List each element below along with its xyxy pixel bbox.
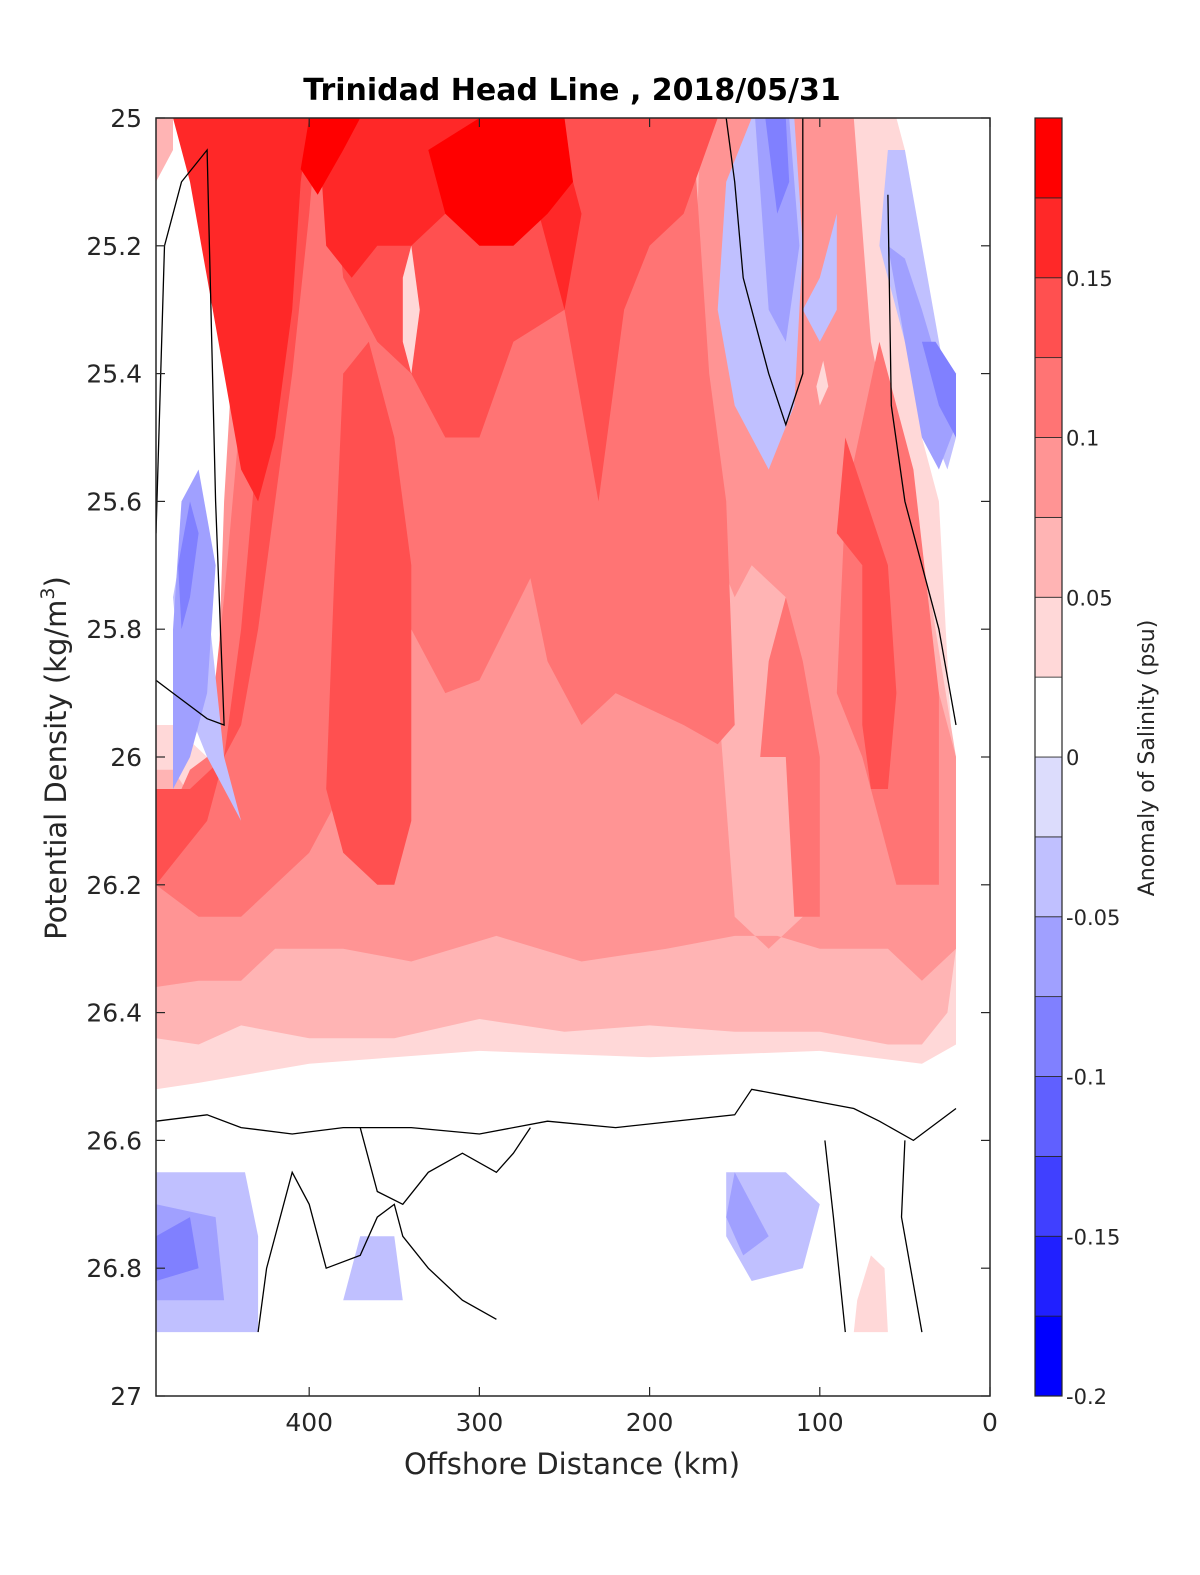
contour-region-7-0: [428, 118, 573, 246]
colorbar-band-14: [1034, 197, 1063, 279]
y-tick-label-1: 25.2: [86, 232, 142, 261]
contour-region-12-1: [816, 360, 829, 406]
zero-contour-line-4: [824, 1140, 846, 1333]
contour-region-10-0: [765, 118, 790, 214]
contour-region-8-1: [802, 213, 837, 342]
y-axis-label-close: ): [39, 576, 73, 587]
x-tick-label-200: 200: [626, 1408, 674, 1437]
zero-contour-line-5: [900, 1140, 923, 1333]
colorbar-band-15: [1034, 117, 1063, 199]
zero-contour-line-0: [156, 148, 225, 726]
zero-contour-line-2: [887, 194, 957, 726]
x-tick-label-300: 300: [456, 1408, 504, 1437]
x-tick-label-100: 100: [796, 1408, 844, 1437]
x-tick-label-0: 0: [982, 1408, 998, 1437]
y-tick-label-10: 27: [110, 1382, 142, 1411]
colorbar-tick-label-2: -0.1: [1066, 1066, 1107, 1090]
colorbar-tick-label-4: 0: [1066, 746, 1079, 770]
contour-region-9-4: [726, 1172, 769, 1256]
colorbar-tick-label-0: -0.2: [1066, 1385, 1107, 1409]
colorbar-tick-label-3: -0.05: [1066, 906, 1120, 930]
contour-region-13-0: [156, 1089, 956, 1173]
colorbar-label: Anomaly of Salinity (psu): [1135, 620, 1160, 897]
contour-fill-layer: [156, 118, 956, 1333]
colorbar-band-2: [1034, 1155, 1063, 1237]
colorbar-band-3: [1034, 1076, 1063, 1157]
y-axis-ticks: 25 25.2 25.4 25.6 25.8 26 26.2 26.4 26.6 26.8 27: [86, 104, 990, 1411]
contour-region-10-1: [921, 341, 956, 438]
y-tick-label-0: 25: [110, 104, 142, 133]
colorbar-tick-label-7: 0.15: [1066, 267, 1113, 291]
colorbar: [1034, 117, 1063, 1397]
colorbar-band-6: [1034, 836, 1063, 918]
contour-region-9-1: [887, 245, 956, 470]
zero-contour-line-3: [156, 1088, 957, 1142]
contour-region-11-0: [156, 118, 173, 182]
plot-area: 400 300 200 100 0 25 25.2 25.4 25.6 25.8 26 26.2 26…: [86, 104, 998, 1437]
colorbar-band-4: [1034, 996, 1063, 1077]
contour-region-10-2: [178, 501, 199, 630]
contour-region-5-3: [836, 437, 897, 789]
colorbar-band-1: [1034, 1235, 1063, 1317]
colorbar-band-8: [1034, 676, 1063, 758]
contour-line-layer: [156, 118, 957, 1333]
contour-region-10-3: [156, 1217, 199, 1281]
colorbar-band-9: [1034, 596, 1063, 678]
colorbar-band-13: [1034, 277, 1063, 359]
y-tick-label-4: 25.8: [86, 615, 142, 644]
y-tick-label-6: 26.2: [86, 871, 142, 900]
y-tick-label-3: 25.6: [86, 487, 142, 516]
contour-region-4-2: [760, 597, 820, 917]
x-tick-label-400: 400: [285, 1408, 333, 1437]
colorbar-ticks: -0.2 -0.15 -0.1 -0.05 0 0.05 0.1 0.15: [1066, 267, 1120, 1409]
y-tick-label-8: 26.6: [86, 1126, 142, 1155]
y-tick-label-9: 26.8: [86, 1254, 142, 1283]
contour-region-5-2: [326, 341, 412, 885]
y-tick-label-2: 25.4: [86, 360, 142, 389]
contour-region-12-2: [402, 245, 420, 374]
contour-region-8-6: [343, 1236, 403, 1301]
colorbar-band-5: [1034, 916, 1063, 998]
colorbar-tick-label-6: 0.1: [1066, 427, 1099, 451]
colorbar-band-11: [1034, 437, 1063, 518]
y-axis-label-main: Potential Density (kg/m: [39, 600, 73, 940]
zero-contour-line-1: [725, 118, 804, 427]
contour-region-7-1: [300, 118, 361, 195]
contour-region-6-0: [156, 118, 310, 502]
y-axis-label-superscript: 3: [37, 587, 59, 599]
chart-title: Trinidad Head Line , 2018/05/31: [303, 73, 840, 108]
zero-contour-line-7: [359, 1127, 531, 1206]
colorbar-band-12: [1034, 357, 1063, 438]
colorbar-tick-label-5: 0.05: [1066, 586, 1113, 610]
colorbar-band-7: [1034, 756, 1063, 838]
colorbar-band-0: [1034, 1315, 1063, 1397]
contour-region-12-0: [853, 1255, 888, 1333]
x-axis-ticks: 400 300 200 100 0: [285, 118, 998, 1437]
y-tick-label-7: 26.4: [86, 999, 142, 1028]
colorbar-band-10: [1034, 516, 1063, 598]
colorbar-frame: [1034, 117, 1063, 1397]
y-axis-label: Potential Density (kg/m3): [37, 576, 73, 940]
zero-contour-line-6: [257, 1170, 497, 1333]
colorbar-tick-label-1: -0.15: [1066, 1225, 1120, 1249]
x-axis-label: Offshore Distance (km): [404, 1447, 740, 1481]
y-tick-label-5: 26: [110, 743, 142, 772]
